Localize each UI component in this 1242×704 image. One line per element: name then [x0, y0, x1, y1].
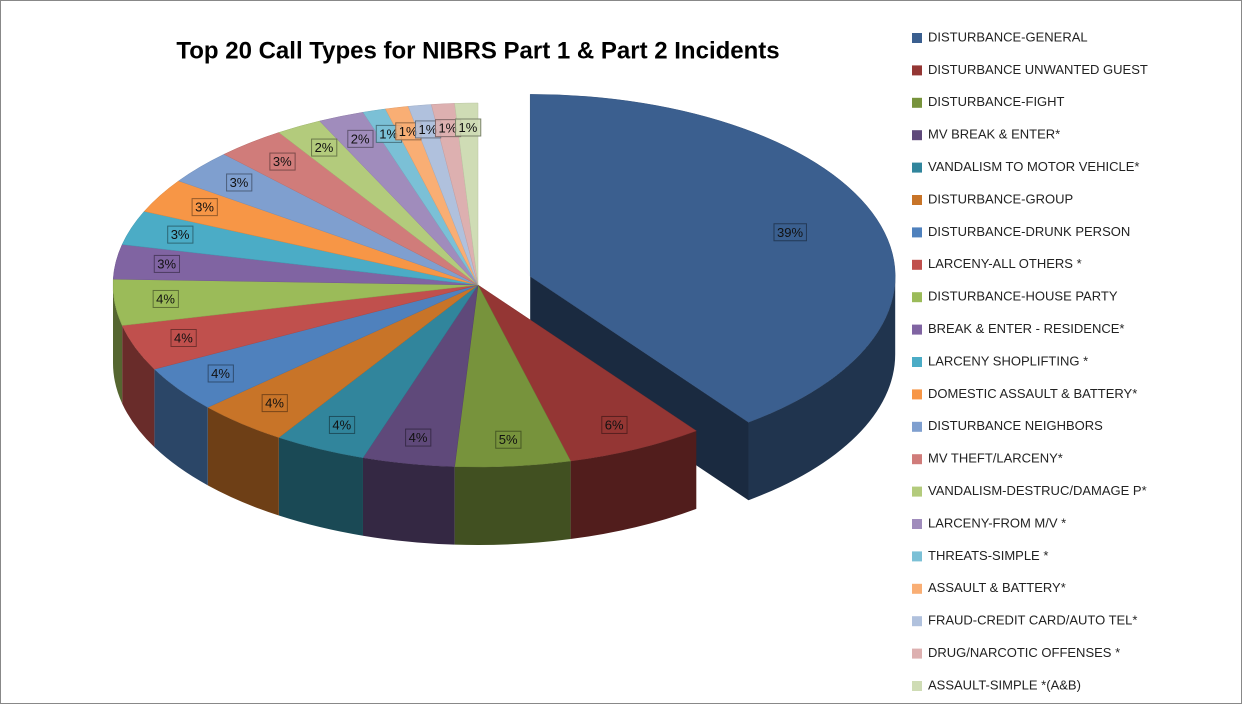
- data-label-box: [311, 138, 338, 157]
- data-label: 4%: [332, 417, 351, 432]
- data-label-box: [261, 394, 288, 413]
- legend-label: VANDALISM-DESTRUC/DAMAGE P*: [928, 483, 1147, 498]
- legend-swatch: [912, 259, 922, 270]
- legend-swatch: [912, 648, 922, 659]
- legend-label: LARCENY SHOPLIFTING *: [928, 353, 1088, 368]
- legend-swatch: [912, 195, 922, 205]
- legend-swatch: [912, 519, 922, 529]
- legend-label: DISTURBANCE-FIGHT: [928, 94, 1065, 109]
- legend-swatch: [912, 551, 922, 562]
- data-label: 3%: [195, 200, 214, 215]
- data-label-box: [601, 415, 628, 434]
- slice-side: [570, 430, 697, 540]
- legend-swatch: [912, 389, 922, 400]
- legend-swatch: [912, 486, 922, 497]
- legend-swatch: [912, 65, 922, 76]
- slice: [477, 284, 697, 462]
- legend-label: BREAK & ENTER - RESIDENCE*: [928, 321, 1125, 336]
- legend-swatch: [912, 616, 922, 627]
- data-label-box: [152, 289, 179, 308]
- data-label-box: [405, 428, 432, 447]
- slice-side: [154, 369, 208, 486]
- legend-label: DISTURBANCE-HOUSE PARTY: [928, 289, 1118, 304]
- legend-label: ASSAULT & BATTERY*: [928, 580, 1066, 595]
- data-label-box: [328, 415, 356, 434]
- legend-swatch: [912, 583, 922, 594]
- legend-swatch: [912, 292, 922, 303]
- data-label-box: [347, 129, 374, 148]
- data-label: 1%: [399, 124, 418, 139]
- data-label-box: [191, 198, 218, 217]
- data-label-box: [455, 118, 482, 137]
- legend-label: DOMESTIC ASSAULT & BATTERY*: [928, 386, 1137, 401]
- data-label-box: [773, 223, 807, 242]
- data-label: 6%: [605, 417, 624, 432]
- slice: [529, 94, 896, 423]
- legend-label: DRUG/NARCOTIC OFFENSES *: [928, 645, 1120, 660]
- slice: [454, 102, 479, 286]
- slice-side: [113, 285, 123, 404]
- legend-swatch: [912, 421, 922, 432]
- legend: DISTURBANCE-GENERAL DISTURBANCE UNWANTED …: [912, 29, 1148, 692]
- slice-side: [122, 325, 155, 448]
- legend-label: DISTURBANCE NEIGHBORS: [928, 418, 1103, 433]
- data-label: 3%: [230, 175, 249, 190]
- data-label-box: [226, 173, 253, 192]
- legend-swatch: [912, 227, 922, 238]
- legend-label: MV THEFT/LARCENY*: [928, 451, 1063, 466]
- data-label: 4%: [265, 396, 284, 411]
- legend-label: VANDALISM TO MOTOR VEHICLE*: [928, 159, 1139, 174]
- slice-side: [207, 407, 279, 516]
- data-label: 5%: [499, 432, 518, 447]
- data-label-box: [167, 225, 194, 244]
- data-label: 3%: [157, 256, 176, 271]
- data-label: 39%: [777, 225, 803, 240]
- slice-side: [454, 461, 571, 545]
- legend-label: DISTURBANCE UNWANTED GUEST: [928, 62, 1148, 77]
- slice-side: [362, 457, 455, 545]
- data-label-box: [269, 152, 296, 171]
- data-label: 4%: [409, 430, 428, 445]
- legend-swatch: [912, 681, 922, 691]
- data-label: 1%: [379, 126, 398, 141]
- legend-label: LARCENY-FROM M/V *: [928, 515, 1066, 530]
- data-label: 1%: [459, 120, 478, 135]
- legend-label: MV BREAK & ENTER*: [928, 127, 1060, 142]
- legend-swatch: [912, 97, 922, 108]
- data-label: 2%: [351, 131, 370, 146]
- legend-label: DISTURBANCE-GROUP: [928, 191, 1073, 206]
- legend-label: THREATS-SIMPLE *: [928, 548, 1048, 563]
- data-label-box: [170, 328, 197, 347]
- legend-swatch: [912, 324, 922, 335]
- slice-sides: [113, 276, 896, 545]
- chart-title: Top 20 Call Types for NIBRS Part 1 & Par…: [176, 37, 779, 64]
- data-label: 4%: [211, 366, 230, 381]
- data-label: 4%: [174, 330, 193, 345]
- data-label-box: [495, 430, 522, 449]
- data-label: 1%: [438, 121, 457, 136]
- data-label: 3%: [171, 227, 190, 242]
- legend-swatch: [912, 33, 922, 43]
- slice-labels: 39%6%5%4%4%4%4%4%4%3%3%3%3%3%2%2% 1% 1% 1% 1…: [152, 118, 807, 449]
- legend-swatch: [912, 357, 922, 367]
- data-label: 4%: [156, 291, 175, 306]
- data-label: 2%: [315, 140, 334, 155]
- slice-side: [748, 276, 896, 501]
- legend-swatch: [912, 454, 922, 465]
- legend-swatch: [912, 162, 922, 173]
- legend-swatch: [912, 130, 922, 141]
- legend-label: FRAUD-CREDIT CARD/AUTO TEL*: [928, 613, 1137, 628]
- legend-label: ASSAULT-SIMPLE *(A&B): [928, 677, 1081, 692]
- legend-label: DISTURBANCE-DRUNK PERSON: [928, 224, 1130, 239]
- data-label-box: [207, 364, 234, 383]
- legend-label: LARCENY-ALL OTHERS *: [928, 256, 1082, 271]
- legend-label: DISTURBANCE-GENERAL: [928, 29, 1088, 44]
- data-label-box: [153, 254, 181, 273]
- data-label: 3%: [273, 154, 292, 169]
- data-label: 1%: [419, 122, 438, 137]
- slice-side: [278, 437, 363, 536]
